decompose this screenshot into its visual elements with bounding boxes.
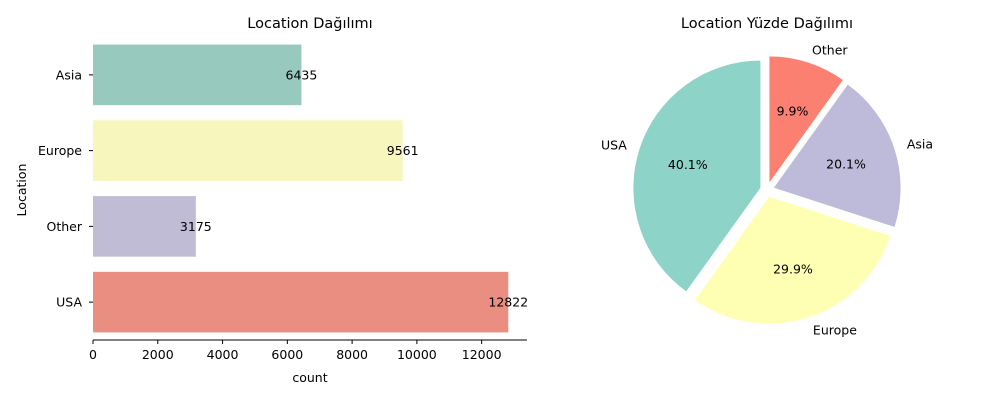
pie-percent-label-europe: 29.9% xyxy=(773,262,813,277)
pie-slice-other xyxy=(768,55,845,186)
bar-value-label-usa: 12822 xyxy=(488,295,528,310)
bar-value-label-other: 3175 xyxy=(180,219,212,234)
bar-value-label-europe: 9561 xyxy=(387,143,419,158)
y-tick-label-asia: Asia xyxy=(56,67,82,82)
pie-category-label-europe: Europe xyxy=(813,322,857,337)
pie-chart-panel: Location Yüzde Dağılımı 40.1% USA 29.9% Eur… xyxy=(601,16,933,337)
bar-value-labels: 6435 9561 3175 12822 xyxy=(180,67,528,309)
bar-other xyxy=(93,196,196,257)
y-tick-labels: Asia Europe Other USA xyxy=(38,67,93,310)
pie-label-group: 40.1% USA 29.9% Europe 20.1% Asia 9.9% Other xyxy=(601,42,933,337)
pie-slice-europe xyxy=(693,195,892,325)
pie-slice-asia xyxy=(772,83,902,229)
bar-asia xyxy=(93,44,302,106)
bar-chart-panel: Location Dağılımı Asia Europe Other USA 0 20… xyxy=(14,16,528,385)
bar-usa xyxy=(93,271,509,333)
pie-percent-label-other: 9.9% xyxy=(777,103,809,118)
x-tick-label: 12000 xyxy=(462,347,502,362)
bar-value-label-asia: 6435 xyxy=(286,67,318,82)
x-tick-label: 6000 xyxy=(271,347,303,362)
pie-slice-usa xyxy=(632,59,762,293)
x-axis: 0 2000 4000 6000 8000 10000 12000 xyxy=(89,339,527,362)
pie-category-label-asia: Asia xyxy=(907,137,933,152)
x-tick-label: 4000 xyxy=(207,347,239,362)
x-tick-label: 10000 xyxy=(397,347,437,362)
pie-percent-label-asia: 20.1% xyxy=(826,157,866,172)
y-tick-label-europe: Europe xyxy=(38,143,82,158)
x-axis-label: count xyxy=(292,370,327,385)
bar-chart-title: Location Dağılımı xyxy=(247,16,372,32)
pie-category-label-usa: USA xyxy=(601,137,627,152)
pie-percent-label-usa: 40.1% xyxy=(668,157,708,172)
pie-slice-group xyxy=(632,55,902,325)
y-tick-label-other: Other xyxy=(47,219,83,234)
pie-category-label-other: Other xyxy=(812,42,848,57)
pie-chart-title: Location Yüzde Dağılımı xyxy=(681,16,853,32)
y-tick-label-usa: USA xyxy=(56,295,82,310)
y-axis-label: Location xyxy=(14,164,29,217)
x-tick-label: 2000 xyxy=(142,347,174,362)
x-tick-label: 0 xyxy=(89,347,97,362)
bar-group xyxy=(93,44,509,333)
x-tick-label: 8000 xyxy=(336,347,368,362)
bar-europe xyxy=(93,120,403,181)
